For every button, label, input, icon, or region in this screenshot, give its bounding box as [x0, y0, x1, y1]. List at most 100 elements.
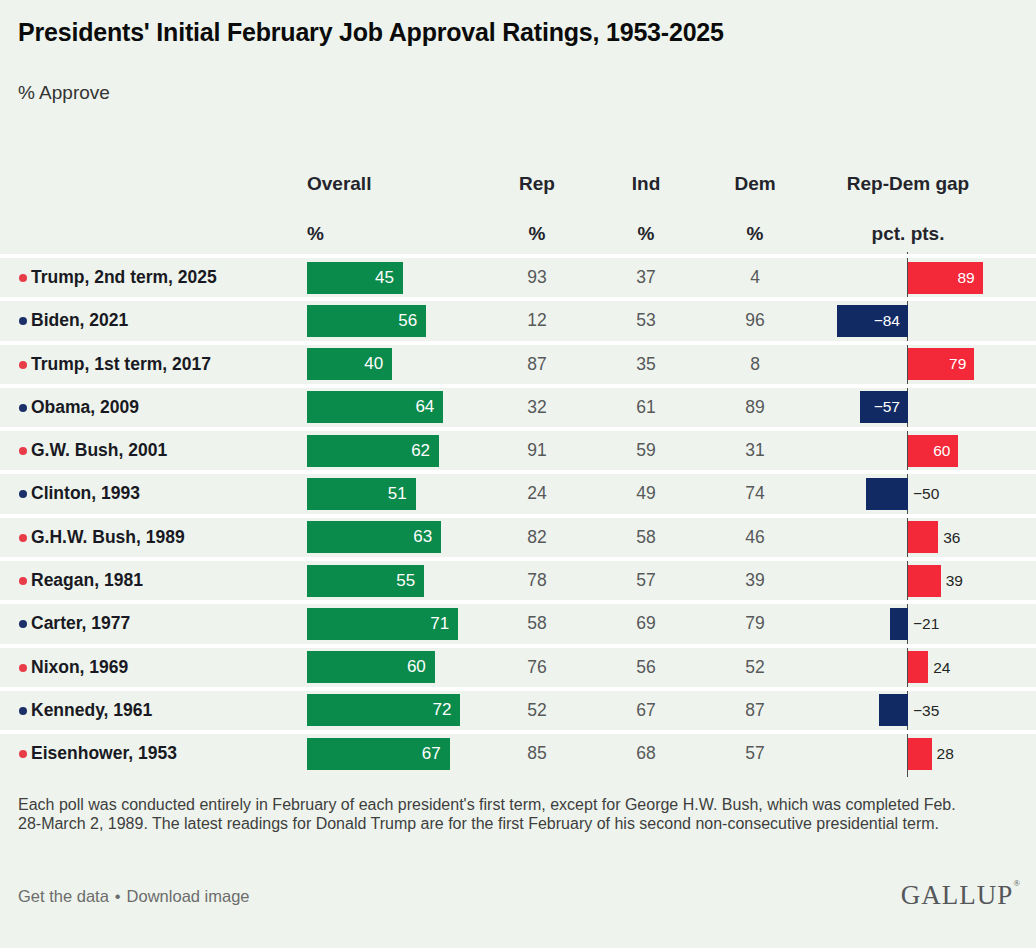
president-label: Kennedy, 1961 [31, 691, 152, 730]
overall-value: 67 [422, 744, 450, 763]
ind-value: 59 [606, 431, 686, 470]
party-dot [19, 750, 27, 758]
overall-value: 60 [407, 657, 435, 676]
party-dot [19, 534, 27, 542]
overall-value: 40 [364, 354, 392, 373]
download-image-link[interactable]: Download image [127, 887, 250, 905]
gallup-logo: GALLUP® [901, 878, 1020, 911]
president-label: Obama, 2009 [31, 388, 139, 427]
party-dot [19, 274, 27, 282]
gap-bar [890, 608, 908, 640]
ind-value: 56 [606, 648, 686, 687]
overall-approval-bar: 60 [307, 651, 435, 683]
table-row: Carter, 1977 71 58 69 79 −21 [0, 600, 1036, 643]
column-unit-overall: % [307, 223, 324, 245]
gap-value: 24 [933, 648, 950, 687]
table-row: G.W. Bush, 2001 62 91 59 31 60 [0, 427, 1036, 470]
rep-value: 58 [497, 604, 577, 643]
dem-value: 31 [715, 431, 795, 470]
president-label: Trump, 1st term, 2017 [31, 345, 211, 384]
ind-value: 37 [606, 258, 686, 297]
table-row: G.H.W. Bush, 1989 63 82 58 46 36 [0, 514, 1036, 557]
gap-value: 36 [943, 518, 960, 557]
chart-footnote: Each poll was conducted entirely in Febr… [18, 796, 980, 833]
overall-value: 45 [375, 268, 403, 287]
table-row: Trump, 2nd term, 2025 45 93 37 4 89 [0, 254, 1036, 297]
ind-value: 57 [606, 561, 686, 600]
overall-value: 62 [411, 441, 439, 460]
party-dot [19, 707, 27, 715]
gap-bar [866, 478, 908, 510]
dem-value: 57 [715, 734, 795, 773]
bullet-separator: • [115, 887, 121, 905]
page-title: Presidents' Initial February Job Approva… [18, 18, 724, 47]
ind-value: 53 [606, 301, 686, 340]
dem-value: 4 [715, 258, 795, 297]
get-the-data-link[interactable]: Get the data [18, 887, 109, 905]
president-label: Biden, 2021 [31, 301, 128, 340]
president-label: Clinton, 1993 [31, 474, 140, 513]
overall-approval-bar: 40 [307, 348, 392, 380]
party-dot [19, 317, 27, 325]
overall-value: 56 [398, 311, 426, 330]
gap-bar [908, 521, 938, 553]
overall-approval-bar: 63 [307, 521, 441, 553]
gap-value: −84 [837, 305, 900, 337]
gap-value: 79 [908, 348, 966, 380]
overall-approval-bar: 45 [307, 262, 403, 294]
ind-value: 69 [606, 604, 686, 643]
party-dot [19, 577, 27, 585]
dem-value: 8 [715, 345, 795, 384]
gap-bar [908, 651, 928, 683]
overall-value: 71 [430, 614, 458, 633]
president-label: Trump, 2nd term, 2025 [31, 258, 217, 297]
registered-mark: ® [1013, 878, 1020, 888]
dem-value: 87 [715, 691, 795, 730]
column-unit-gap: pct. pts. [818, 223, 998, 245]
party-dot [19, 361, 27, 369]
ind-value: 61 [606, 388, 686, 427]
gallup-wordmark: GALLUP [901, 880, 1014, 910]
ind-value: 35 [606, 345, 686, 384]
dem-value: 52 [715, 648, 795, 687]
overall-value: 64 [415, 397, 443, 416]
gap-bar [879, 694, 908, 726]
table-row: Obama, 2009 64 32 61 89 −57 [0, 384, 1036, 427]
dem-value: 79 [715, 604, 795, 643]
gap-value: 89 [908, 262, 975, 294]
dem-value: 39 [715, 561, 795, 600]
overall-value: 51 [388, 484, 416, 503]
overall-value: 63 [413, 527, 441, 546]
dem-value: 89 [715, 388, 795, 427]
rep-value: 24 [497, 474, 577, 513]
rep-value: 85 [497, 734, 577, 773]
president-label: Nixon, 1969 [31, 648, 128, 687]
ind-value: 58 [606, 518, 686, 557]
overall-approval-bar: 62 [307, 435, 439, 467]
ind-value: 68 [606, 734, 686, 773]
gap-value: 39 [946, 561, 963, 600]
overall-approval-bar: 71 [307, 608, 458, 640]
chart-rows: Trump, 2nd term, 2025 45 93 37 4 89 Bide… [0, 254, 1036, 774]
overall-approval-bar: 55 [307, 565, 424, 597]
overall-approval-bar: 51 [307, 478, 416, 510]
column-header-gap: Rep-Dem gap [818, 173, 998, 195]
president-label: Carter, 1977 [31, 604, 130, 643]
gap-value: 28 [937, 734, 954, 773]
overall-approval-bar: 72 [307, 694, 460, 726]
president-label: G.H.W. Bush, 1989 [31, 518, 185, 557]
table-row: Kennedy, 1961 72 52 67 87 −35 [0, 687, 1036, 730]
president-label: G.W. Bush, 2001 [31, 431, 167, 470]
overall-value: 55 [396, 571, 424, 590]
table-row: Nixon, 1969 60 76 56 52 24 [0, 644, 1036, 687]
overall-approval-bar: 56 [307, 305, 426, 337]
rep-value: 76 [497, 648, 577, 687]
party-dot [19, 490, 27, 498]
party-dot [19, 404, 27, 412]
table-row: Biden, 2021 56 12 53 96 −84 [0, 297, 1036, 340]
ind-value: 49 [606, 474, 686, 513]
ind-value: 67 [606, 691, 686, 730]
chart-subtitle: % Approve [18, 82, 110, 104]
party-dot [19, 447, 27, 455]
dem-value: 74 [715, 474, 795, 513]
